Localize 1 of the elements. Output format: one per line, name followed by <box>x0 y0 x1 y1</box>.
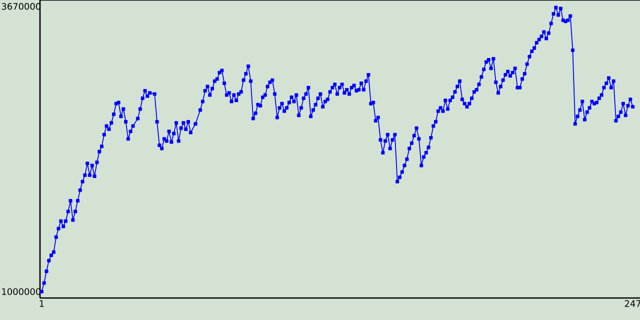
x-tick-label: 1 <box>40 300 44 307</box>
